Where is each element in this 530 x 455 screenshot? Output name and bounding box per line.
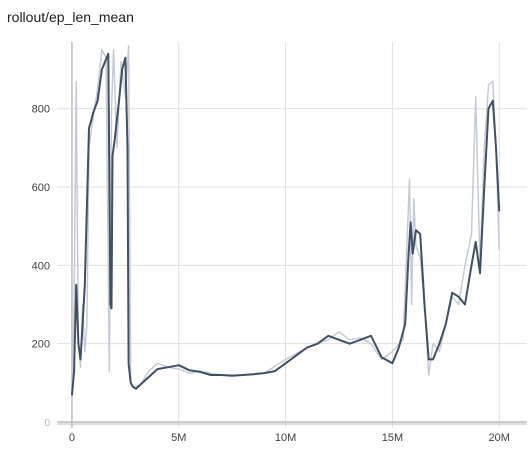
x-tick-label-0: 0: [69, 432, 75, 444]
x-tick-label-1: 5M: [171, 432, 186, 444]
x-tick-label-2: 10M: [275, 432, 296, 444]
y-tick-label-0: 0: [44, 418, 50, 429]
y-tick-label-3: 600: [32, 182, 50, 194]
y-tick-label-2: 400: [32, 260, 50, 272]
y-tick-label-1: 200: [32, 339, 50, 351]
x-tick-label-4: 20M: [489, 432, 510, 444]
tick-labels: 0 5M 10M 15M 20M 0 200 400 600 800: [32, 104, 510, 444]
y-tick-label-4: 800: [32, 104, 50, 116]
x-tick-label-3: 15M: [382, 432, 403, 444]
